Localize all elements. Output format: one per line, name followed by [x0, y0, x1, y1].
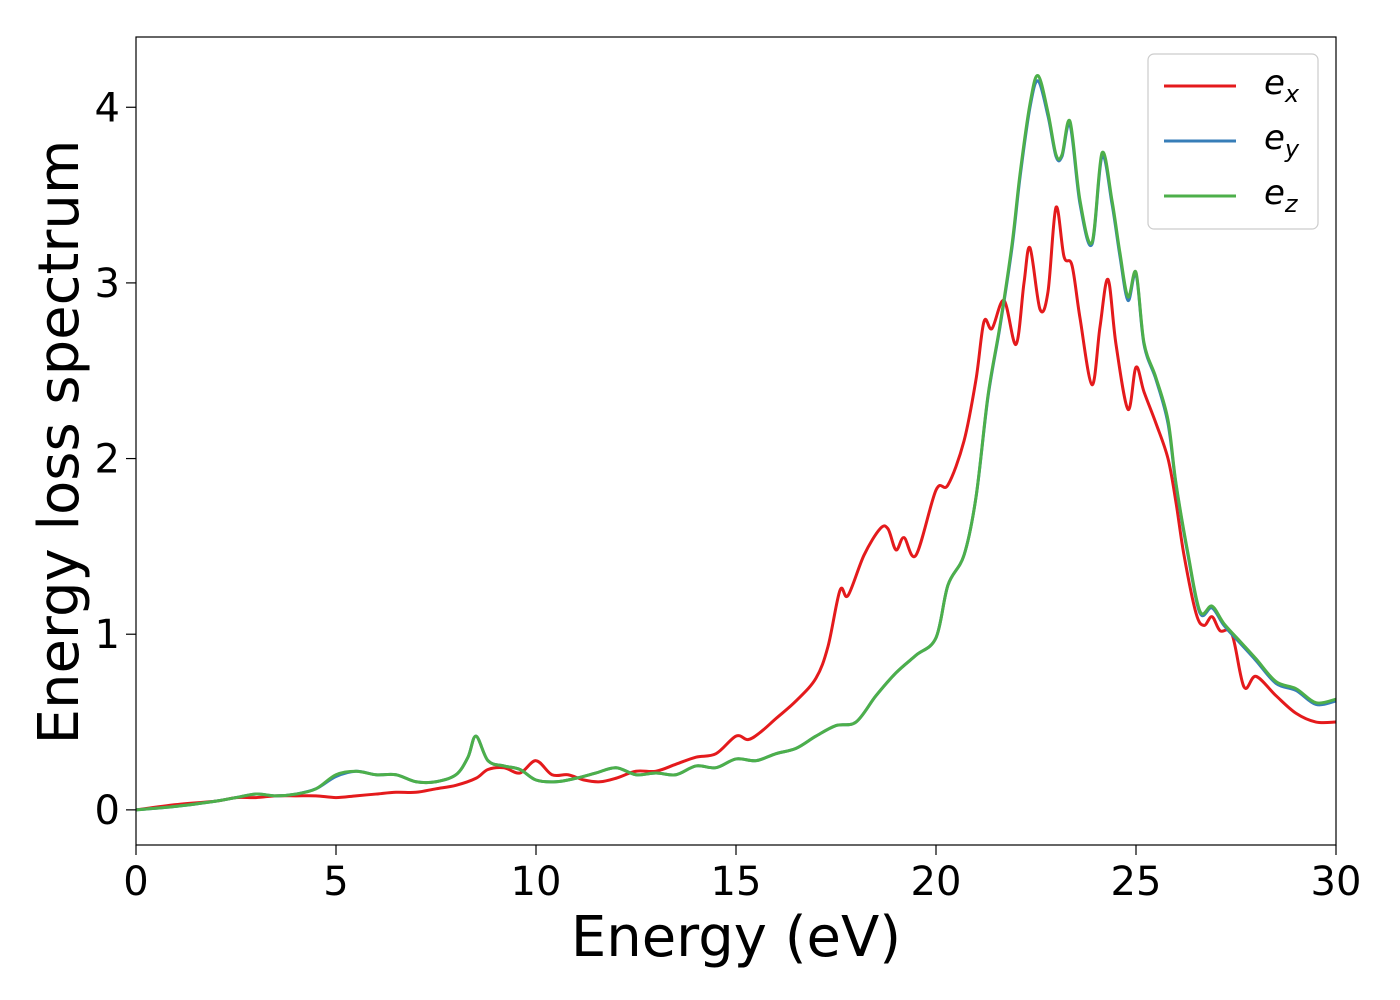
x-tick-label: 0	[123, 859, 148, 905]
y-axis-ticks: 0 1 2 3 4	[95, 85, 136, 834]
x-axis-ticks: 0 5 10 15 20 25 30	[123, 845, 1361, 905]
plot-lines	[136, 74, 1336, 812]
legend-entry-label: ex	[1264, 63, 1300, 108]
x-tick-label: 5	[323, 859, 348, 905]
y-tick-label: 2	[95, 437, 120, 483]
y-tick-label: 3	[95, 261, 120, 307]
legend: ex ey ez	[1147, 53, 1319, 230]
x-tick-label: 30	[1311, 859, 1362, 905]
x-axis-label: Energy (eV)	[571, 905, 901, 970]
x-tick-label: 20	[911, 859, 962, 905]
x-tick-label: 10	[511, 859, 562, 905]
series-line-ez	[136, 74, 1336, 812]
legend-entry-label: ey	[1264, 118, 1300, 163]
y-axis-label: Energy loss spectrum	[27, 140, 92, 745]
y-tick-label: 4	[95, 85, 120, 131]
x-tick-label: 15	[711, 859, 762, 905]
legend-entry-label: ez	[1264, 173, 1299, 218]
series-line-ex	[136, 205, 1336, 812]
y-tick-label: 0	[95, 788, 120, 834]
x-tick-label: 25	[1111, 859, 1162, 905]
y-tick-label: 1	[95, 612, 120, 658]
